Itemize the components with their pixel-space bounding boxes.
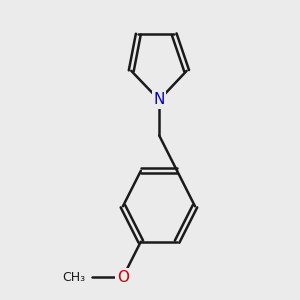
Text: CH₃: CH₃ [62,271,86,284]
Text: O: O [117,270,129,285]
Text: N: N [154,92,165,107]
